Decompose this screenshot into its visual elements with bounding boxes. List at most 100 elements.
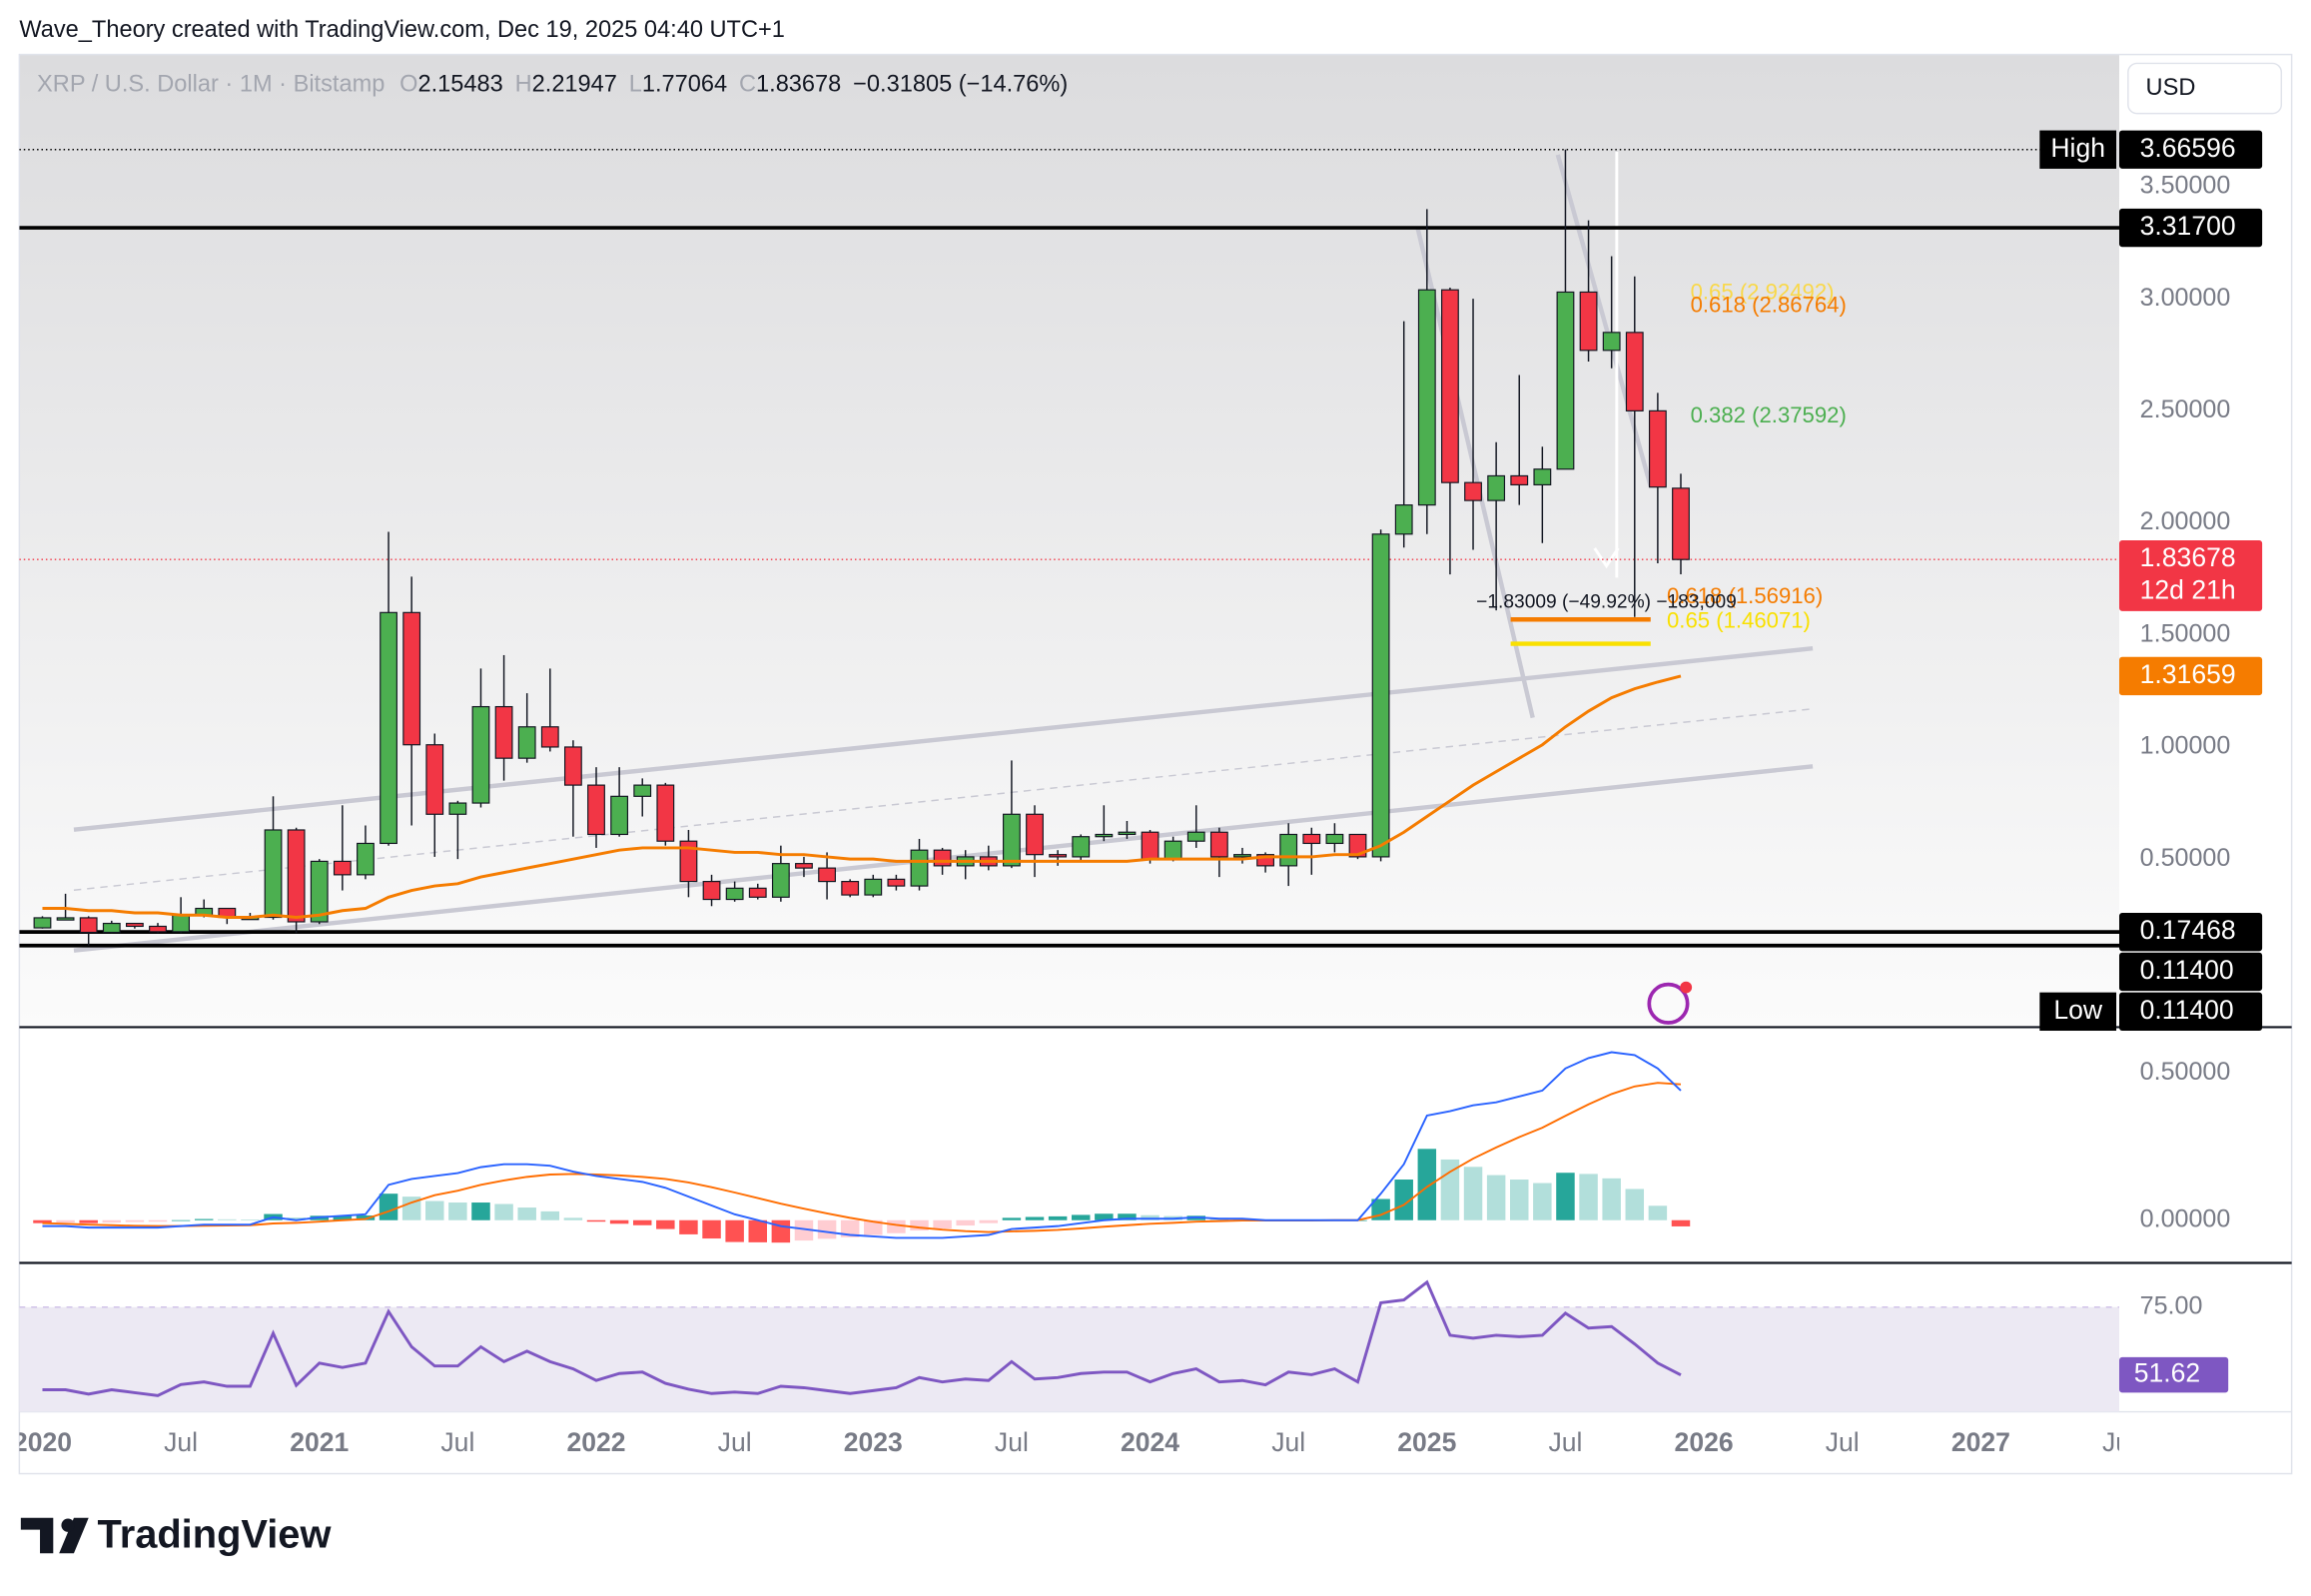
candle-body [841, 881, 860, 896]
histogram-bar [840, 1219, 860, 1237]
fib-label: 0.65 (2.92492) [1691, 280, 1835, 305]
candle-body [1348, 833, 1367, 858]
logo: TradingView [20, 1512, 332, 1556]
x-tick-label: Jul [995, 1427, 1029, 1457]
histogram-bar [586, 1219, 606, 1222]
histogram-bar [1394, 1180, 1413, 1220]
candle-body [1209, 831, 1228, 858]
candle-body [1602, 332, 1621, 352]
alert-icon [1647, 981, 1693, 1025]
histogram-bar [1025, 1216, 1045, 1220]
rsi-badge [2118, 1356, 2229, 1393]
candle-body [1072, 836, 1091, 858]
price-badge [2118, 912, 2263, 952]
tag-badge [2039, 992, 2117, 1032]
candle-body [1026, 813, 1044, 856]
candle-body [864, 878, 883, 896]
icon-ring [1647, 982, 1690, 1025]
histogram-bar [102, 1219, 122, 1223]
histogram-bar [1141, 1214, 1159, 1220]
candle-body [610, 795, 629, 836]
candle-body [380, 611, 397, 845]
fib-label: 0.618 (2.86764) [1691, 293, 1847, 318]
histogram-bar [1533, 1183, 1552, 1220]
histogram-bar [748, 1219, 767, 1242]
candle-body [471, 705, 490, 804]
histogram-bar [33, 1219, 52, 1223]
ohlc-change: −0.31805 (−14.76%) [853, 72, 1068, 98]
x-tick-label: 2021 [290, 1427, 349, 1457]
price-badge [2118, 208, 2263, 248]
candle-body [448, 802, 467, 815]
histogram-bar [864, 1219, 883, 1235]
candle-body [1371, 533, 1390, 858]
measurement-label: −1.83009 (−49.92%) −183,009 [1476, 592, 1737, 613]
x-tick-label: Jul [718, 1427, 752, 1457]
caption: Wave_Theory created with TradingView.com… [19, 17, 785, 43]
candle-body [910, 849, 929, 887]
price-badge-label: 1.83678 [2140, 542, 2236, 572]
candle-body [633, 784, 652, 797]
x-tick-label: Jul [2102, 1427, 2136, 1457]
candle-body [679, 840, 698, 883]
histogram-bar [1556, 1173, 1575, 1220]
candle-body [725, 887, 744, 901]
x-tick-label: Jul [440, 1427, 474, 1457]
x-tick-label: Jul [1271, 1427, 1305, 1457]
rsi-line [42, 1279, 1682, 1397]
rsi-badge-label: 51.62 [2134, 1358, 2200, 1388]
macd-line [42, 1051, 1682, 1239]
candle-body [1049, 854, 1068, 858]
logo-dot [61, 1518, 75, 1532]
ohlc-value: 2.21947 [532, 72, 617, 98]
histogram-bar [794, 1219, 814, 1241]
histogram-bar [1510, 1180, 1529, 1220]
histogram-bar [956, 1219, 975, 1226]
histogram-bar [933, 1219, 952, 1229]
y-tick-label: 2.50000 [2140, 396, 2231, 423]
histogram-bar [1048, 1215, 1068, 1220]
histogram-bar [356, 1215, 376, 1220]
y-tick-label: 0.50000 [2140, 1058, 2231, 1086]
tag-label: High [2050, 133, 2105, 163]
histogram-bar [632, 1219, 652, 1225]
histogram-bar [725, 1219, 744, 1242]
histogram-bar [656, 1219, 675, 1229]
x-tick-label: 2020 [13, 1427, 72, 1457]
histogram-bar [517, 1207, 536, 1220]
histogram-bar [448, 1202, 467, 1220]
price-badge [2118, 130, 2263, 169]
histogram-bar [241, 1219, 260, 1220]
candle-body [1625, 332, 1644, 411]
candle-body [102, 922, 121, 934]
y-tick-label: 2.00000 [2140, 507, 2231, 535]
candle-body [1233, 854, 1251, 858]
y-tick-label: 0.00000 [2140, 1204, 2231, 1232]
ohlc-value: 2.15483 [417, 72, 502, 98]
candle-body [1672, 487, 1690, 560]
fib-label: 0.382 (2.37592) [1691, 402, 1847, 427]
currency-label[interactable]: USD [2146, 75, 2196, 101]
icon-dot [1680, 981, 1693, 994]
y-tick-label: 3.50000 [2140, 172, 2231, 200]
histogram-bar [425, 1200, 444, 1220]
price-badge-label: 0.11400 [2140, 995, 2234, 1025]
histogram-bar [563, 1217, 583, 1220]
price-pane [19, 54, 2119, 1028]
histogram-bar [494, 1203, 513, 1220]
price-badge [2118, 540, 2263, 611]
candle-body [425, 744, 444, 815]
price-badge [2118, 992, 2263, 1032]
candle-body [748, 887, 767, 898]
usd-button[interactable]: USD [2127, 62, 2283, 115]
y-tick-label: 3.00000 [2140, 284, 2231, 312]
candle-body [56, 917, 75, 921]
histogram-bar [148, 1219, 168, 1222]
histogram-bar [910, 1219, 929, 1231]
currency-button[interactable] [2127, 62, 2283, 115]
histogram-bar [1463, 1167, 1483, 1220]
candle-body [1256, 854, 1274, 867]
measure-arrow [1593, 547, 1620, 569]
